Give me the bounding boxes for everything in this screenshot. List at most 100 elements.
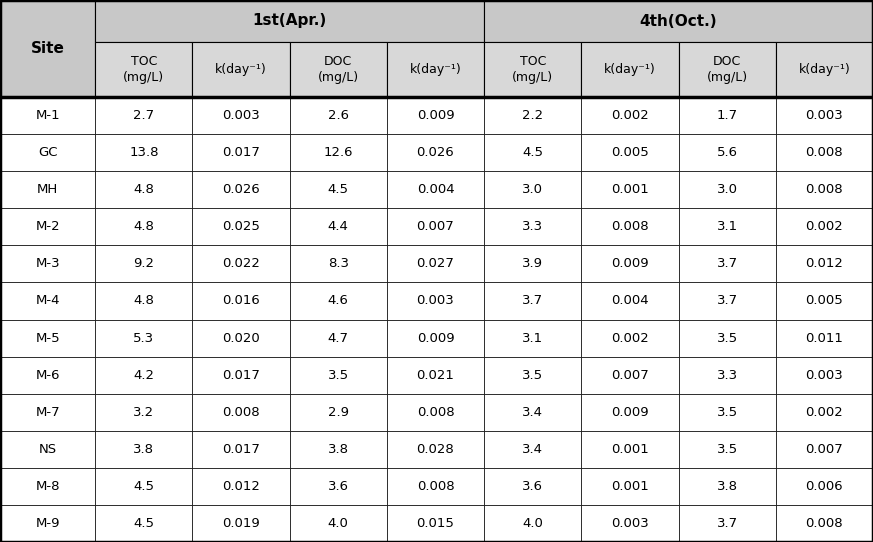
Text: 0.008: 0.008 — [611, 220, 649, 233]
Bar — [678, 431, 776, 468]
Bar — [485, 319, 581, 357]
Text: 0.025: 0.025 — [222, 220, 260, 233]
Text: 4.0: 4.0 — [328, 517, 348, 530]
Bar — [0, 357, 95, 393]
Text: 0.003: 0.003 — [416, 294, 454, 307]
Bar — [387, 468, 485, 505]
Bar — [387, 208, 485, 246]
Text: TOC
(mg/L): TOC (mg/L) — [123, 55, 164, 84]
Text: 1st(Apr.): 1st(Apr.) — [252, 14, 327, 29]
Bar — [581, 319, 678, 357]
Text: 0.009: 0.009 — [611, 257, 649, 270]
Bar — [0, 431, 95, 468]
Bar — [678, 282, 776, 319]
Bar — [0, 171, 95, 208]
Text: 0.011: 0.011 — [806, 332, 843, 345]
Bar — [387, 246, 485, 282]
Bar — [0, 208, 95, 246]
Bar — [0, 393, 95, 431]
Bar — [192, 42, 290, 97]
Text: 0.001: 0.001 — [611, 183, 649, 196]
Bar — [192, 319, 290, 357]
Text: 4.5: 4.5 — [522, 146, 543, 159]
Bar — [192, 357, 290, 393]
Text: 9.2: 9.2 — [134, 257, 155, 270]
Bar — [776, 208, 873, 246]
Text: 0.021: 0.021 — [416, 369, 455, 382]
Text: 0.017: 0.017 — [222, 369, 260, 382]
Text: k(day⁻¹): k(day⁻¹) — [799, 63, 850, 76]
Bar — [776, 282, 873, 319]
Bar — [581, 393, 678, 431]
Bar — [485, 0, 873, 42]
Text: 0.006: 0.006 — [806, 480, 843, 493]
Text: 4.5: 4.5 — [134, 480, 155, 493]
Text: 0.001: 0.001 — [611, 480, 649, 493]
Text: M-9: M-9 — [36, 517, 60, 530]
Bar — [95, 468, 192, 505]
Text: 0.007: 0.007 — [806, 443, 843, 456]
Text: M-6: M-6 — [36, 369, 60, 382]
Bar — [290, 42, 387, 97]
Text: M-2: M-2 — [35, 220, 60, 233]
Bar — [0, 0, 95, 97]
Text: 0.017: 0.017 — [222, 443, 260, 456]
Text: 3.7: 3.7 — [522, 294, 543, 307]
Text: 4.6: 4.6 — [328, 294, 348, 307]
Text: 4.8: 4.8 — [134, 183, 155, 196]
Bar — [290, 468, 387, 505]
Bar — [581, 468, 678, 505]
Bar — [95, 505, 192, 542]
Bar — [581, 134, 678, 171]
Bar — [581, 282, 678, 319]
Text: MH: MH — [37, 183, 58, 196]
Bar — [387, 171, 485, 208]
Bar — [290, 282, 387, 319]
Bar — [387, 319, 485, 357]
Bar — [192, 468, 290, 505]
Bar — [192, 171, 290, 208]
Bar — [290, 97, 387, 134]
Bar — [485, 468, 581, 505]
Text: NS: NS — [38, 443, 57, 456]
Text: 3.5: 3.5 — [522, 369, 543, 382]
Text: 0.008: 0.008 — [806, 183, 843, 196]
Bar — [485, 282, 581, 319]
Bar — [192, 282, 290, 319]
Bar — [485, 97, 581, 134]
Bar — [776, 357, 873, 393]
Bar — [776, 393, 873, 431]
Text: 0.003: 0.003 — [806, 369, 843, 382]
Text: 0.028: 0.028 — [416, 443, 454, 456]
Text: 0.005: 0.005 — [806, 294, 843, 307]
Text: 4.5: 4.5 — [327, 183, 349, 196]
Text: M-4: M-4 — [36, 294, 60, 307]
Bar — [95, 97, 192, 134]
Text: 0.022: 0.022 — [222, 257, 260, 270]
Bar — [485, 393, 581, 431]
Bar — [581, 97, 678, 134]
Text: GC: GC — [38, 146, 58, 159]
Text: 3.4: 3.4 — [522, 406, 543, 419]
Bar — [581, 246, 678, 282]
Text: 0.016: 0.016 — [222, 294, 260, 307]
Text: 3.3: 3.3 — [717, 369, 738, 382]
Text: 0.002: 0.002 — [611, 332, 649, 345]
Bar — [678, 134, 776, 171]
Text: 3.0: 3.0 — [717, 183, 738, 196]
Bar — [387, 393, 485, 431]
Text: 3.9: 3.9 — [522, 257, 543, 270]
Bar — [678, 171, 776, 208]
Bar — [485, 208, 581, 246]
Bar — [290, 246, 387, 282]
Text: k(day⁻¹): k(day⁻¹) — [215, 63, 267, 76]
Bar — [776, 171, 873, 208]
Bar — [95, 171, 192, 208]
Bar — [776, 134, 873, 171]
Bar — [387, 97, 485, 134]
Bar — [678, 208, 776, 246]
Text: 3.7: 3.7 — [717, 294, 738, 307]
Bar — [290, 431, 387, 468]
Text: 3.5: 3.5 — [717, 406, 738, 419]
Text: 0.008: 0.008 — [416, 406, 454, 419]
